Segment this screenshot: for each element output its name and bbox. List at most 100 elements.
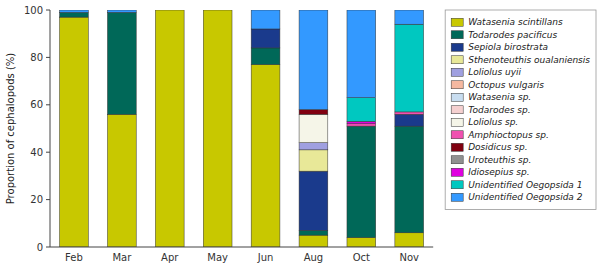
bar-segment bbox=[347, 126, 376, 237]
bar-segment bbox=[395, 24, 424, 112]
bar-segment bbox=[155, 10, 184, 247]
legend-swatch bbox=[451, 118, 463, 126]
bar-segment bbox=[395, 10, 424, 24]
legend-label: Loliolus sp. bbox=[468, 117, 518, 127]
bar-segment bbox=[251, 48, 280, 65]
legend-swatch bbox=[451, 143, 463, 151]
legend-frame bbox=[445, 10, 596, 210]
bar-segment bbox=[203, 10, 232, 11]
legend-label: Idiosepius sp. bbox=[468, 167, 529, 177]
y-tick bbox=[46, 199, 50, 200]
bar-segment bbox=[203, 10, 232, 11]
background bbox=[0, 0, 600, 273]
y-axis-line bbox=[50, 10, 51, 247]
legend-swatch bbox=[451, 168, 463, 176]
bar-segment bbox=[299, 143, 328, 150]
bar-segment bbox=[155, 10, 184, 11]
bar-segment bbox=[299, 235, 328, 247]
bar-segment bbox=[347, 98, 376, 122]
bar-segment bbox=[155, 10, 184, 11]
bar-segment bbox=[60, 17, 89, 247]
y-tick bbox=[46, 10, 50, 11]
bar-segment bbox=[155, 10, 184, 11]
legend-label: Octopus vulgaris bbox=[468, 80, 544, 90]
legend-swatch bbox=[451, 93, 463, 101]
y-tick-label: 0 bbox=[37, 242, 43, 253]
legend-label: Uroteuthis sp. bbox=[468, 155, 531, 165]
bar-segment bbox=[155, 10, 184, 11]
x-tick-label: Nov bbox=[399, 252, 419, 263]
bar-segment bbox=[251, 10, 280, 29]
y-tick bbox=[46, 57, 50, 58]
legend-swatch bbox=[451, 31, 463, 39]
bar-segment bbox=[107, 12, 136, 114]
x-tick-label: Jun bbox=[257, 252, 274, 263]
bar-segment bbox=[203, 10, 232, 11]
bar-segment bbox=[155, 10, 184, 11]
bar-segment bbox=[107, 114, 136, 247]
bar-segment bbox=[155, 10, 184, 11]
legend-label: Dosidicus sp. bbox=[468, 142, 527, 152]
y-tick-label: 80 bbox=[30, 52, 43, 63]
bar-segment bbox=[203, 10, 232, 11]
legend-swatch bbox=[451, 68, 463, 76]
bar-segment bbox=[395, 112, 424, 114]
bar-segment bbox=[347, 124, 376, 126]
bar-segment bbox=[299, 110, 328, 115]
bar-segment bbox=[60, 12, 89, 17]
bar-segment bbox=[203, 10, 232, 11]
bar-segment bbox=[155, 10, 184, 11]
y-tick-label: 20 bbox=[30, 194, 43, 205]
bar-segment bbox=[299, 150, 328, 171]
y-axis-label: Proportion of cephalopods (%) bbox=[5, 53, 16, 205]
bar-segment bbox=[155, 10, 184, 11]
bar-segment bbox=[299, 171, 328, 230]
legend-label: Todarodes sp. bbox=[468, 105, 530, 115]
legend: Watasenia scintillansTodarodes pacificus… bbox=[445, 10, 596, 210]
y-tick-label: 100 bbox=[24, 5, 43, 16]
y-tick-label: 40 bbox=[30, 147, 43, 158]
bar-segment bbox=[155, 10, 184, 11]
bar-segment bbox=[251, 29, 280, 48]
bar-segment bbox=[203, 10, 232, 11]
legend-label: Todarodes pacificus bbox=[468, 30, 557, 40]
y-tick bbox=[46, 247, 50, 248]
bar-segment bbox=[299, 10, 328, 110]
legend-label: Amphioctopus sp. bbox=[467, 130, 549, 140]
x-tick-label: May bbox=[207, 252, 228, 263]
bar-segment bbox=[155, 10, 184, 11]
bar-segment bbox=[203, 10, 232, 11]
bar-segment bbox=[299, 230, 328, 235]
bar-segment bbox=[155, 10, 184, 11]
legend-swatch bbox=[451, 81, 463, 89]
x-tick-label: Aug bbox=[304, 252, 324, 263]
legend-label: Sthenoteuthis oualaniensis bbox=[468, 55, 590, 65]
bar-segment bbox=[395, 114, 424, 126]
bar-segment bbox=[203, 10, 232, 11]
legend-label: Loliolus uyii bbox=[468, 67, 521, 77]
legend-label: Sepiola birostrata bbox=[468, 42, 548, 52]
bar-segment bbox=[347, 238, 376, 247]
y-tick-label: 60 bbox=[30, 99, 43, 110]
bar-segment bbox=[203, 10, 232, 11]
legend-swatch bbox=[451, 131, 463, 139]
bar-segment bbox=[203, 10, 232, 11]
y-tick bbox=[46, 104, 50, 105]
legend-swatch bbox=[451, 18, 463, 26]
bar-segment bbox=[203, 10, 232, 11]
bar-segment bbox=[155, 10, 184, 11]
legend-swatch bbox=[451, 106, 463, 114]
legend-swatch bbox=[451, 56, 463, 64]
bar-segment bbox=[347, 121, 376, 123]
bar-segment bbox=[395, 126, 424, 233]
bar-segment bbox=[155, 10, 184, 11]
x-tick-label: Oct bbox=[353, 252, 370, 263]
x-axis-line bbox=[50, 247, 433, 248]
legend-label: Unidentified Oegopsida 2 bbox=[468, 192, 583, 202]
bar-segment bbox=[203, 10, 232, 11]
bar-segment bbox=[107, 10, 136, 12]
y-tick bbox=[46, 152, 50, 153]
legend-swatch bbox=[451, 156, 463, 164]
legend-swatch bbox=[451, 181, 463, 189]
bar-segment bbox=[251, 65, 280, 247]
